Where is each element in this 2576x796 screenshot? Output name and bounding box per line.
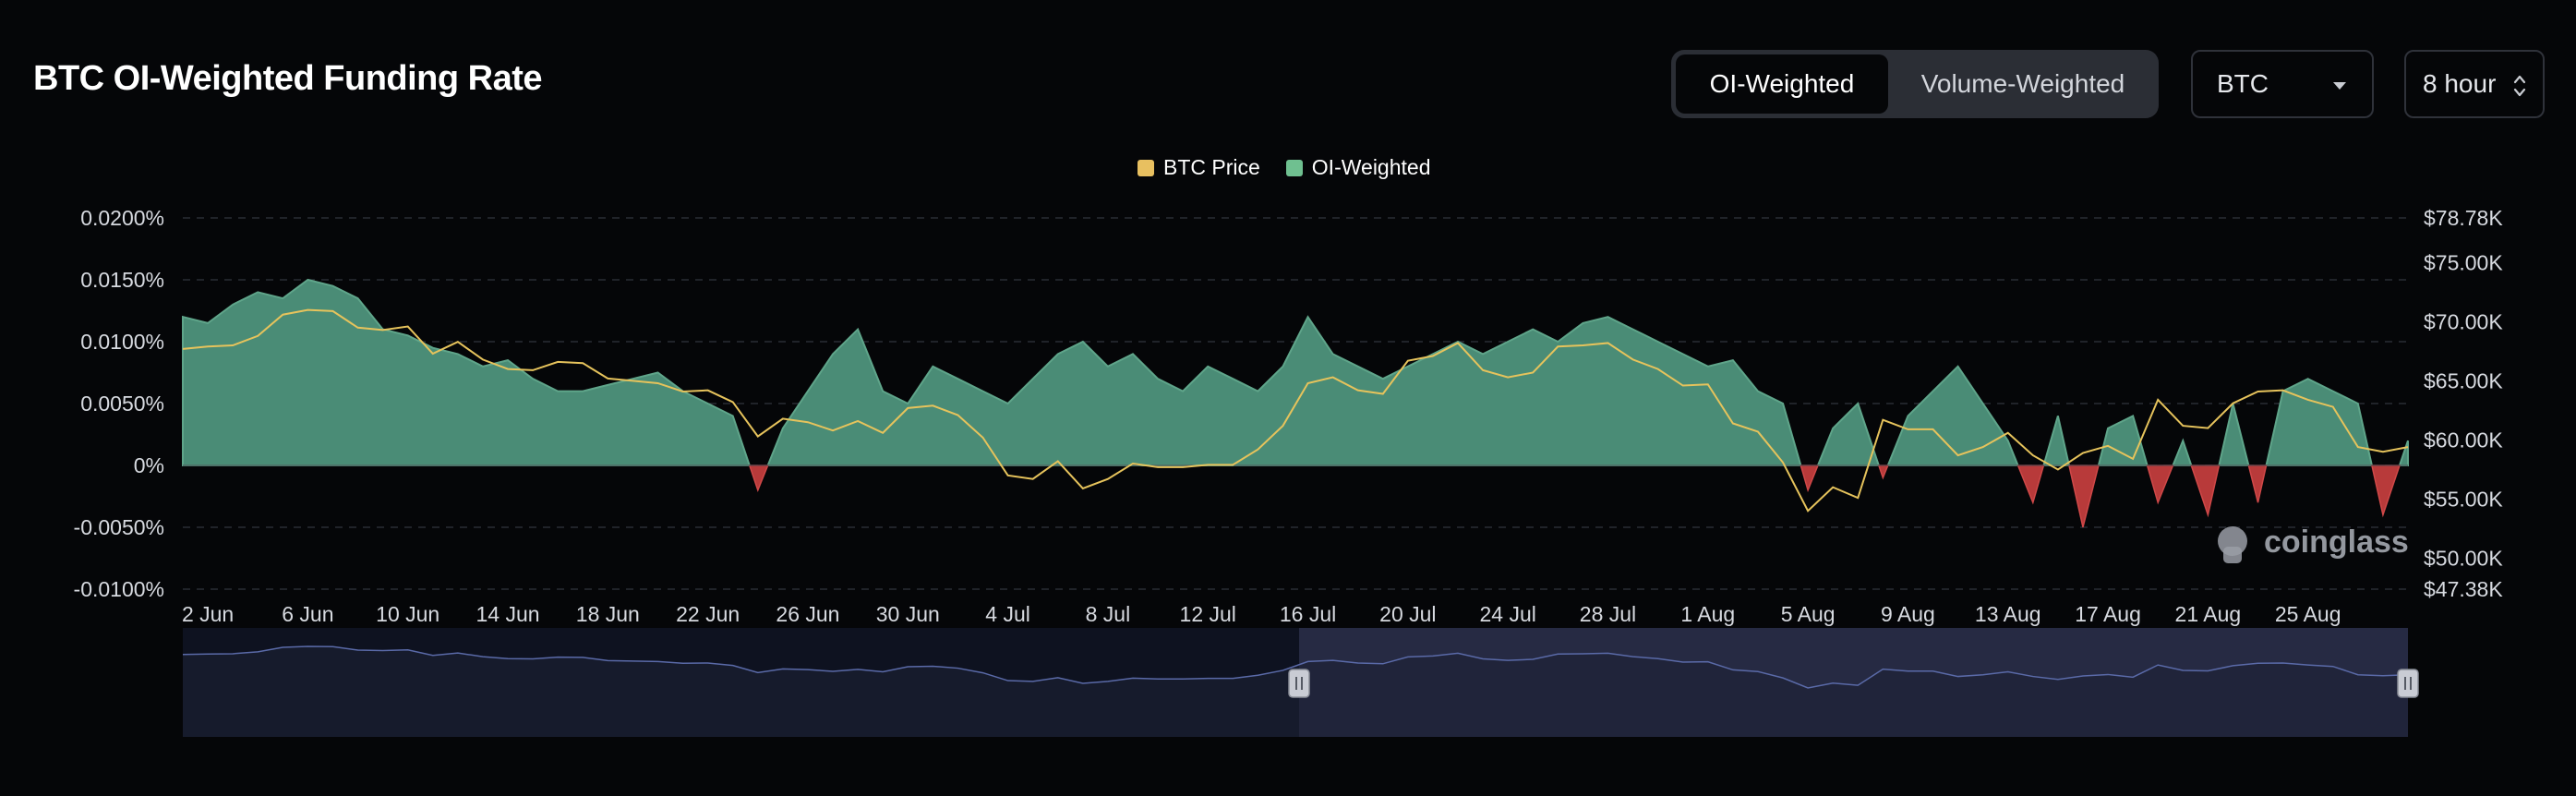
funding-positive-area xyxy=(2171,438,2193,466)
coin-select[interactable]: BTC xyxy=(2191,50,2374,118)
left-tick-label: -0.0100% xyxy=(74,577,164,601)
right-tick-label: $75.00K xyxy=(2424,250,2503,274)
funding-positive-area xyxy=(2042,416,2071,466)
right-tick-label: $47.38K xyxy=(2424,577,2503,601)
navigator-selection xyxy=(1299,628,2408,737)
funding-positive-area xyxy=(182,278,752,466)
coinglass-logo-icon xyxy=(2218,526,2247,556)
navigator-area xyxy=(183,646,2408,737)
chevron-down-icon xyxy=(2333,82,2346,90)
coinglass-watermark: coinglass xyxy=(2218,525,2409,563)
funding-positive-area xyxy=(2398,440,2409,466)
funding-negative-area xyxy=(2190,464,2221,518)
navigator-line xyxy=(182,645,2409,689)
x-tick-label: 25 Aug xyxy=(2275,602,2341,626)
x-tick-label: 10 Jun xyxy=(376,602,439,626)
right-y-axis: $78.78K $75.00K $70.00K $65.00K $60.00K $55.0… xyxy=(2424,206,2503,601)
funding-positive-area xyxy=(1886,365,2020,466)
x-tick-label: 6 Jun xyxy=(282,602,333,626)
left-tick-label: 0.0100% xyxy=(80,330,164,354)
left-tick-label: 0% xyxy=(134,453,164,477)
interval-select-value: 8 hour xyxy=(2423,69,2497,98)
coinglass-logo-body xyxy=(2223,547,2242,563)
legend-item-btc-price[interactable]: BTC Price xyxy=(1138,155,1260,180)
funding-positive-area xyxy=(2265,378,2374,466)
right-tick-label: $65.00K xyxy=(2424,368,2503,392)
legend-swatch-oi-weighted xyxy=(1285,159,1303,176)
left-tick-label: 0.0200% xyxy=(80,206,164,230)
oi-weighted-tab[interactable]: OI-Weighted xyxy=(1676,54,1888,114)
x-tick-label: 9 Aug xyxy=(1881,602,1935,626)
right-tick-label: $70.00K xyxy=(2424,309,2503,333)
funding-positive-area xyxy=(766,315,1802,466)
page-title: BTC OI-Weighted Funding Rate xyxy=(33,59,543,98)
up-down-chevron-icon xyxy=(2513,75,2526,97)
funding-negative-area xyxy=(1800,464,1820,493)
btc-price-series xyxy=(182,308,2409,513)
funding-positive-area xyxy=(1816,402,1881,466)
funding-area-series xyxy=(182,278,2409,528)
x-tick-label: 1 Aug xyxy=(1680,602,1735,626)
volume-weighted-tab[interactable]: Volume-Weighted xyxy=(1920,69,2125,98)
x-tick-label: 5 Aug xyxy=(1781,602,1836,626)
funding-negative-area xyxy=(1877,464,1889,480)
funding-negative-area xyxy=(2067,464,2100,528)
x-tick-label: 2 Jun xyxy=(182,602,234,626)
funding-positive-area xyxy=(2218,403,2250,466)
range-navigator xyxy=(182,628,2419,737)
legend-label-oi-weighted: OI-Weighted xyxy=(1311,155,1431,179)
x-tick-label: 22 Jun xyxy=(676,602,740,626)
legend-label-btc-price: BTC Price xyxy=(1163,155,1260,179)
funding-negative-area xyxy=(2370,464,2401,518)
right-tick-label: $55.00K xyxy=(2424,487,2503,511)
watermark-text: coinglass xyxy=(2264,525,2409,560)
funding-positive-area xyxy=(2097,414,2149,466)
right-tick-label: $78.78K xyxy=(2424,206,2503,230)
chart-legend: BTC Price OI-Weighted xyxy=(1138,155,1444,180)
x-tick-label: 14 Jun xyxy=(475,602,539,626)
x-tick-label: 12 Jul xyxy=(1180,602,1236,626)
left-tick-label: -0.0050% xyxy=(74,515,164,539)
right-tick-label: $50.00K xyxy=(2424,546,2503,570)
left-tick-label: 0.0150% xyxy=(80,268,164,292)
x-tick-label: 13 Aug xyxy=(1975,602,2041,626)
weighting-toggle: OI-Weighted Volume-Weighted xyxy=(1671,50,2159,118)
navigator-handle-left[interactable] xyxy=(1288,669,1310,698)
grid-lines xyxy=(183,217,2408,590)
x-axis: 2 Jun 6 Jun 10 Jun 14 Jun 18 Jun 22 Jun 26 Jun… xyxy=(182,602,2341,626)
coin-select-value: BTC xyxy=(2217,69,2269,98)
x-tick-label: 16 Jul xyxy=(1280,602,1336,626)
legend-swatch-btc-price xyxy=(1138,159,1154,176)
funding-negative-area xyxy=(2247,464,2268,503)
funding-negative-area xyxy=(2146,464,2174,505)
x-tick-label: 24 Jul xyxy=(1479,602,1535,626)
funding-negative-area xyxy=(748,464,769,492)
btc-price-line xyxy=(182,308,2409,513)
left-tick-label: 0.0050% xyxy=(80,392,164,416)
left-y-axis: 0.0200% 0.0150% 0.0100% 0.0050% 0% -0.0050% -0… xyxy=(74,206,164,601)
x-tick-label: 18 Jun xyxy=(576,602,640,626)
funding-negative-area xyxy=(2016,464,2045,505)
x-tick-label: 20 Jul xyxy=(1379,602,1436,626)
x-tick-label: 21 Aug xyxy=(2175,602,2242,626)
x-tick-label: 17 Aug xyxy=(2075,602,2141,626)
interval-select[interactable]: 8 hour xyxy=(2404,50,2545,118)
navigator-track xyxy=(183,628,2408,737)
right-tick-label: $60.00K xyxy=(2424,428,2503,452)
x-tick-label: 26 Jun xyxy=(776,602,839,626)
navigator-handle-right[interactable] xyxy=(2397,669,2419,698)
x-tick-label: 28 Jul xyxy=(1580,602,1636,626)
x-tick-label: 8 Jul xyxy=(1086,602,1131,626)
x-tick-label: 4 Jul xyxy=(985,602,1030,626)
x-tick-label: 30 Jun xyxy=(876,602,940,626)
legend-item-oi-weighted[interactable]: OI-Weighted xyxy=(1285,155,1431,180)
